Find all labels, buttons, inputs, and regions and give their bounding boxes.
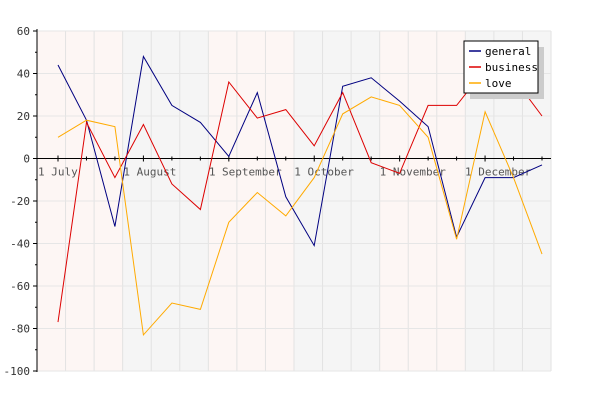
legend-label: love: [485, 77, 512, 90]
y-tick-label: -60: [10, 280, 30, 293]
x-tick-label: 1 October: [294, 166, 354, 179]
y-tick-label: -40: [10, 238, 30, 251]
x-axis-ticks: 1 July 1 August 1 September 1 October 1 Nove…: [38, 155, 543, 179]
y-tick-label: 0: [23, 153, 30, 166]
x-tick-label: 1 July: [38, 166, 78, 179]
series-lines: [57, 55, 543, 337]
y-tick-label: 20: [17, 110, 30, 123]
x-tick-label: 1 December: [465, 166, 532, 179]
y-tick-label: 40: [17, 68, 30, 81]
series-line-love: [57, 96, 543, 337]
legend: general business love: [463, 40, 544, 99]
y-tick-label: 60: [17, 25, 30, 38]
x-tick-label: 1 September: [209, 166, 282, 179]
legend-label: business: [485, 61, 538, 74]
y-axis-ticks: -100 -80 -60 -40 -20 0 20 40 60: [4, 25, 37, 378]
x-tick-label: 1 August: [123, 166, 176, 179]
series-line-general: [57, 55, 543, 248]
x-tick-label: 1 November: [380, 166, 447, 179]
y-tick-label: -20: [10, 195, 30, 208]
y-tick-label: -80: [10, 323, 30, 336]
series-line-business: [57, 68, 543, 323]
y-tick-label: -100: [4, 365, 31, 378]
legend-label: general: [485, 45, 531, 58]
